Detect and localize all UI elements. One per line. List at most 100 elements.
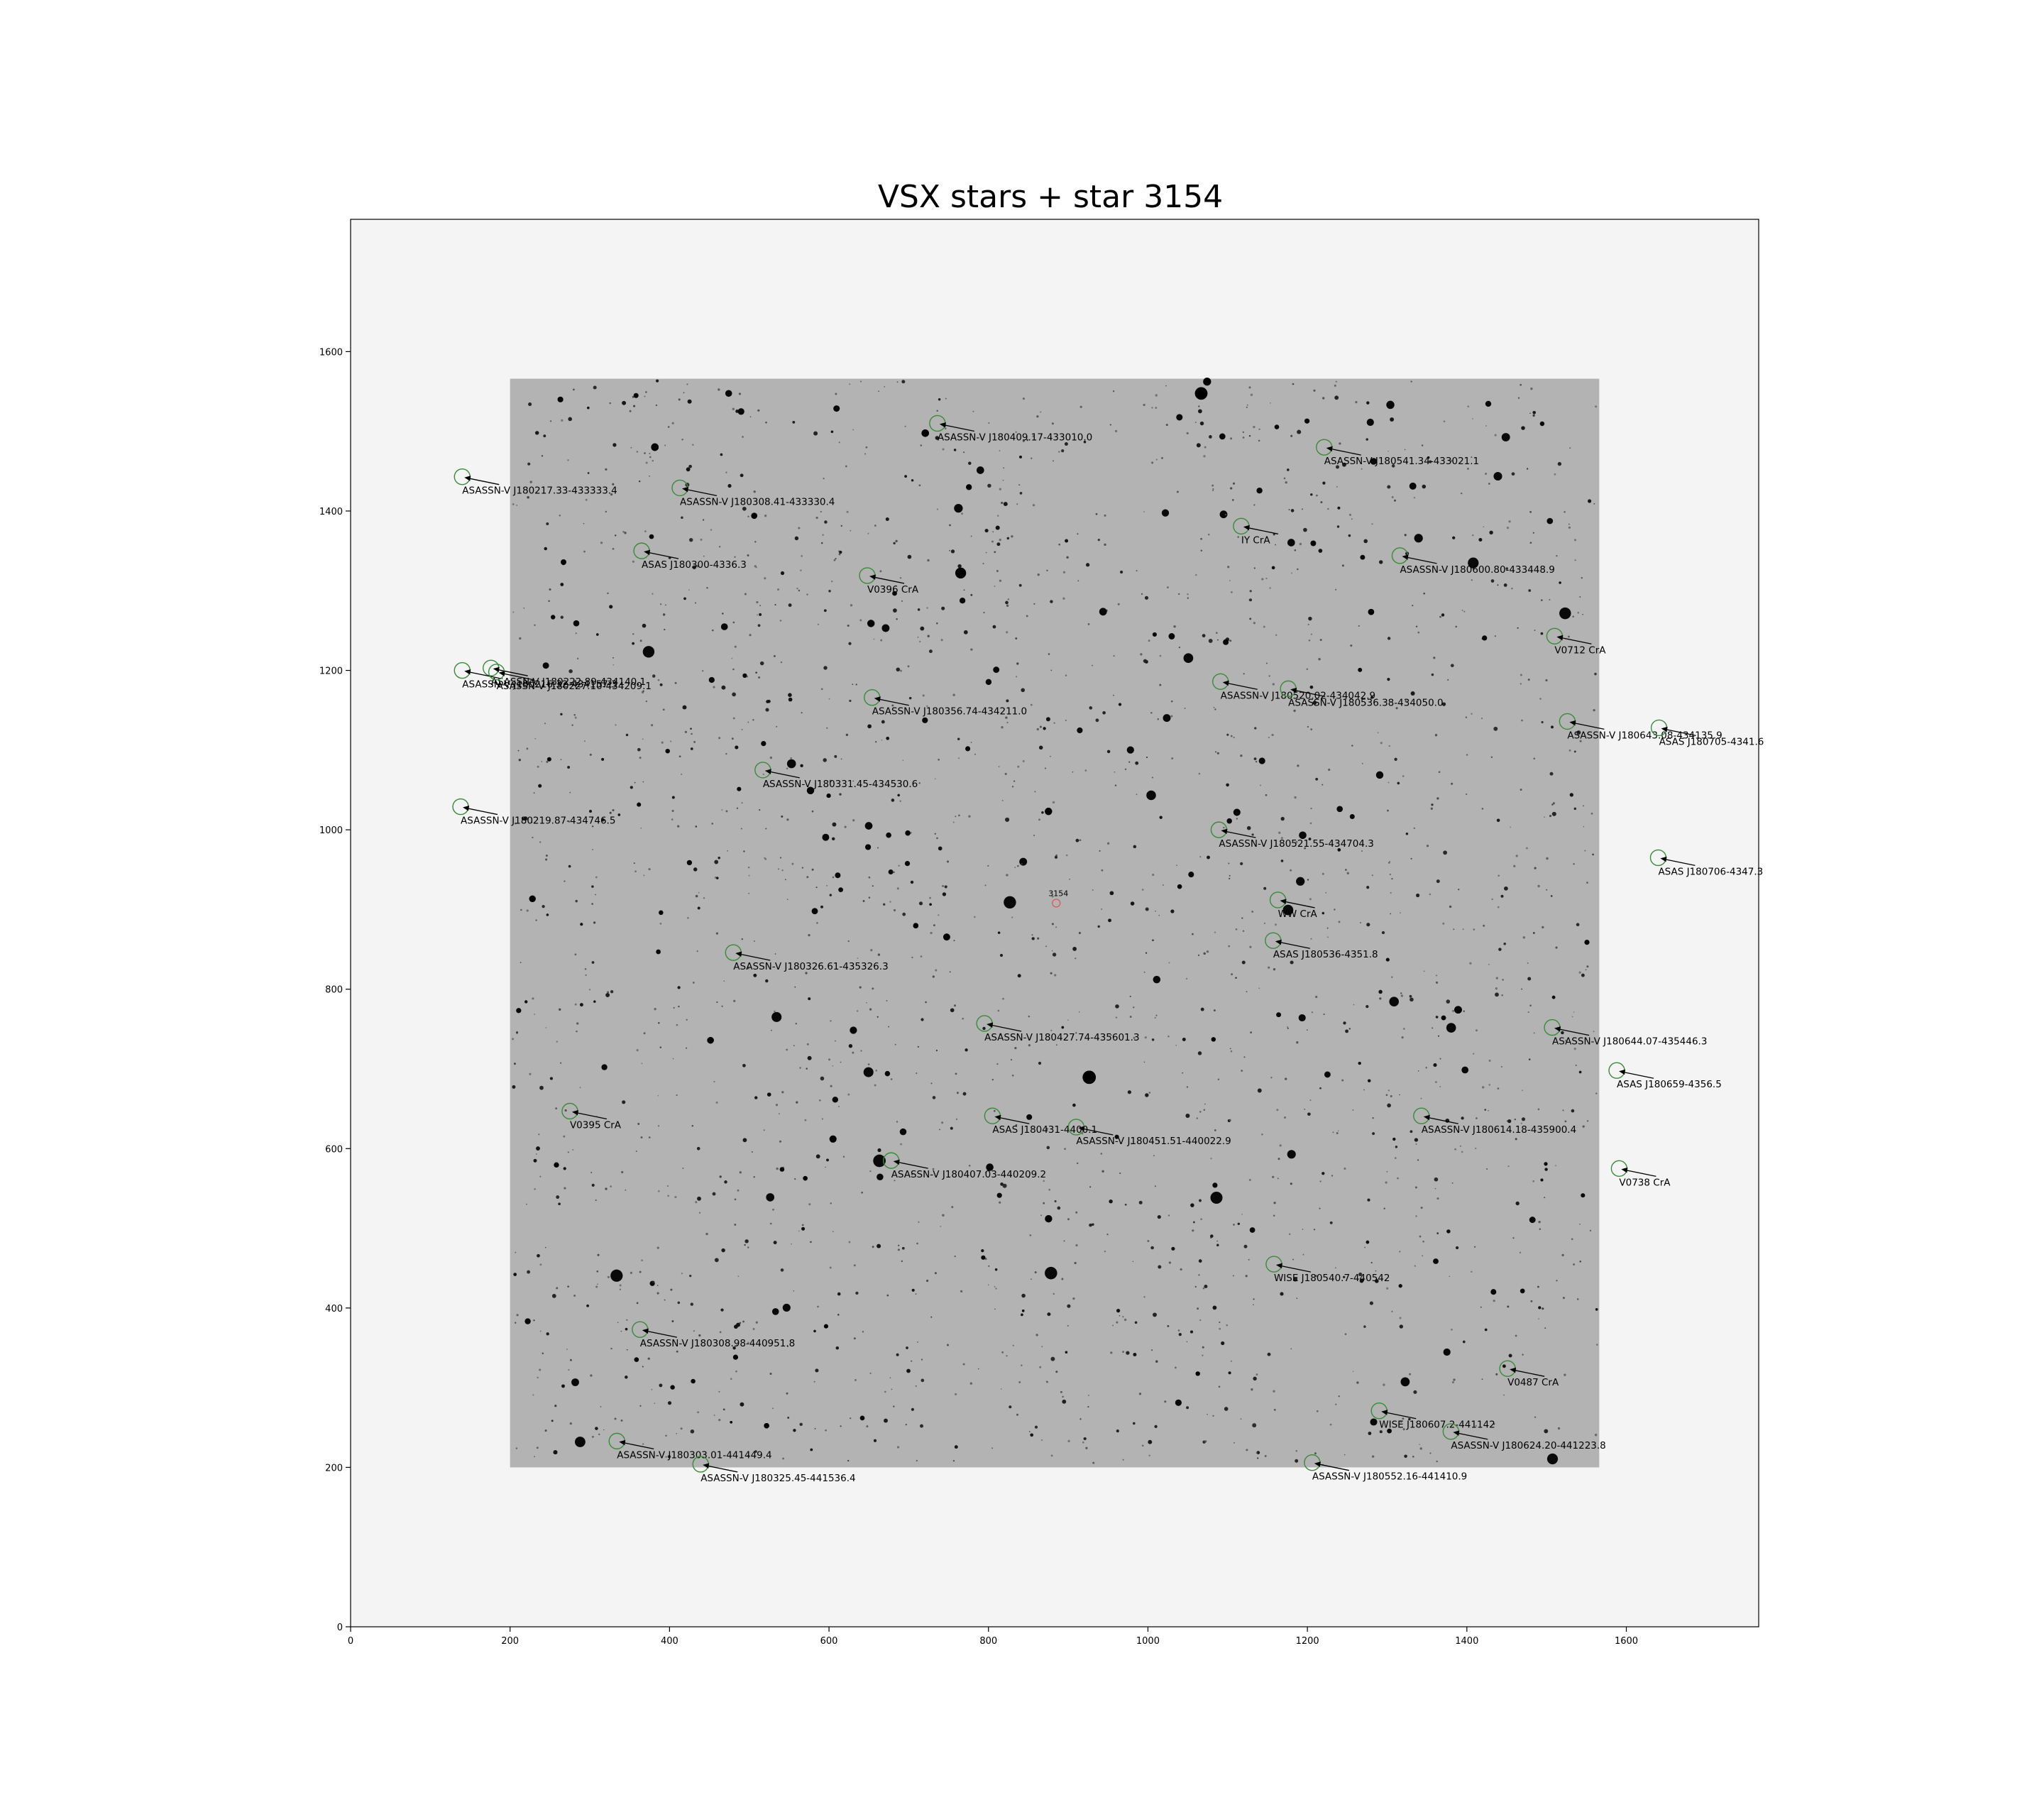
background-star xyxy=(1229,877,1231,880)
background-star xyxy=(1583,805,1585,807)
background-star xyxy=(915,1385,917,1387)
background-star xyxy=(546,760,549,763)
background-star xyxy=(641,1063,643,1065)
background-star xyxy=(1312,701,1317,705)
background-star xyxy=(1522,1354,1524,1356)
vsx-star-arrowhead xyxy=(987,1022,994,1028)
background-star xyxy=(1164,1400,1167,1403)
vsx-star-label: ASASSN-V J180325.45-441536.4 xyxy=(700,1473,855,1484)
background-star xyxy=(1388,450,1390,452)
background-star xyxy=(1385,957,1390,962)
background-star xyxy=(632,560,634,563)
background-star xyxy=(1534,1416,1537,1418)
background-star xyxy=(1152,632,1157,637)
background-star xyxy=(1255,1451,1258,1454)
background-star xyxy=(957,564,962,569)
background-star xyxy=(1154,1016,1156,1019)
background-star xyxy=(826,884,828,886)
background-star xyxy=(1151,461,1154,464)
background-star xyxy=(1171,1246,1175,1251)
background-star xyxy=(622,400,627,405)
background-star xyxy=(1012,1344,1014,1346)
vsx-star: ASASSN-V J180409.17-433010.0 xyxy=(929,415,1092,443)
vsx-star: V0712 CrA xyxy=(1546,627,1606,656)
background-star xyxy=(665,748,670,754)
background-star xyxy=(872,1246,874,1248)
background-star xyxy=(997,1009,1000,1012)
background-star xyxy=(1387,809,1389,812)
background-star xyxy=(609,811,612,814)
background-star xyxy=(595,633,599,636)
background-star xyxy=(571,1378,579,1386)
background-star xyxy=(1341,1079,1344,1082)
background-star xyxy=(1568,523,1570,525)
background-star xyxy=(609,402,611,405)
background-star xyxy=(816,922,818,924)
background-star xyxy=(780,571,785,576)
target-star-label: 3154 xyxy=(1048,889,1068,898)
background-star xyxy=(1155,394,1158,397)
background-star xyxy=(849,699,852,702)
background-star xyxy=(1310,540,1317,547)
background-star xyxy=(996,570,999,572)
background-star xyxy=(1366,1240,1370,1244)
background-star xyxy=(1402,1028,1405,1030)
background-star xyxy=(598,1433,600,1436)
background-star xyxy=(1217,1078,1220,1081)
background-star xyxy=(688,464,692,468)
background-star xyxy=(818,1099,821,1102)
background-star xyxy=(966,484,972,490)
vsx-star: IY CrA xyxy=(1233,517,1279,546)
background-star xyxy=(1202,634,1206,637)
background-star xyxy=(893,908,896,912)
background-star xyxy=(632,395,634,398)
background-star xyxy=(1515,1201,1520,1206)
background-star xyxy=(1290,509,1295,512)
background-star xyxy=(1450,459,1453,462)
background-star xyxy=(1468,557,1479,569)
background-star xyxy=(1041,811,1044,814)
vsx-star-arrowhead xyxy=(644,549,651,556)
background-star xyxy=(998,766,1000,768)
background-star xyxy=(1062,571,1066,573)
background-star xyxy=(867,532,869,534)
background-star xyxy=(747,554,749,556)
background-star xyxy=(1199,1319,1202,1322)
background-star xyxy=(1422,1255,1424,1257)
background-star xyxy=(1150,1246,1154,1250)
background-star xyxy=(1473,928,1476,931)
background-star xyxy=(1529,542,1532,544)
background-star xyxy=(1514,1118,1516,1121)
background-star xyxy=(1581,577,1583,579)
background-star xyxy=(1515,1138,1517,1141)
background-star xyxy=(1067,1019,1069,1021)
background-star xyxy=(1119,570,1123,574)
background-star xyxy=(544,1429,547,1432)
background-star xyxy=(654,1402,656,1404)
background-star xyxy=(693,740,696,743)
background-star xyxy=(1578,971,1581,974)
background-star xyxy=(1297,429,1302,434)
background-star xyxy=(868,896,871,899)
background-star xyxy=(793,1429,796,1432)
background-star xyxy=(1423,970,1425,972)
background-star xyxy=(782,1303,791,1312)
background-star xyxy=(1336,806,1344,813)
background-star xyxy=(1084,769,1087,772)
background-star xyxy=(1207,855,1210,860)
background-star xyxy=(800,764,803,768)
background-star xyxy=(1290,1348,1292,1350)
background-star xyxy=(995,1288,997,1290)
background-star xyxy=(1171,757,1174,760)
background-star xyxy=(848,1044,853,1048)
background-star xyxy=(1377,732,1379,734)
background-star xyxy=(911,479,914,482)
background-star xyxy=(1583,825,1585,828)
background-star xyxy=(1414,1138,1419,1142)
background-star xyxy=(1263,625,1265,628)
background-star xyxy=(1233,736,1235,739)
background-star xyxy=(1246,825,1251,830)
background-star xyxy=(1124,1203,1127,1206)
background-star xyxy=(652,459,654,462)
background-star xyxy=(1092,664,1094,666)
